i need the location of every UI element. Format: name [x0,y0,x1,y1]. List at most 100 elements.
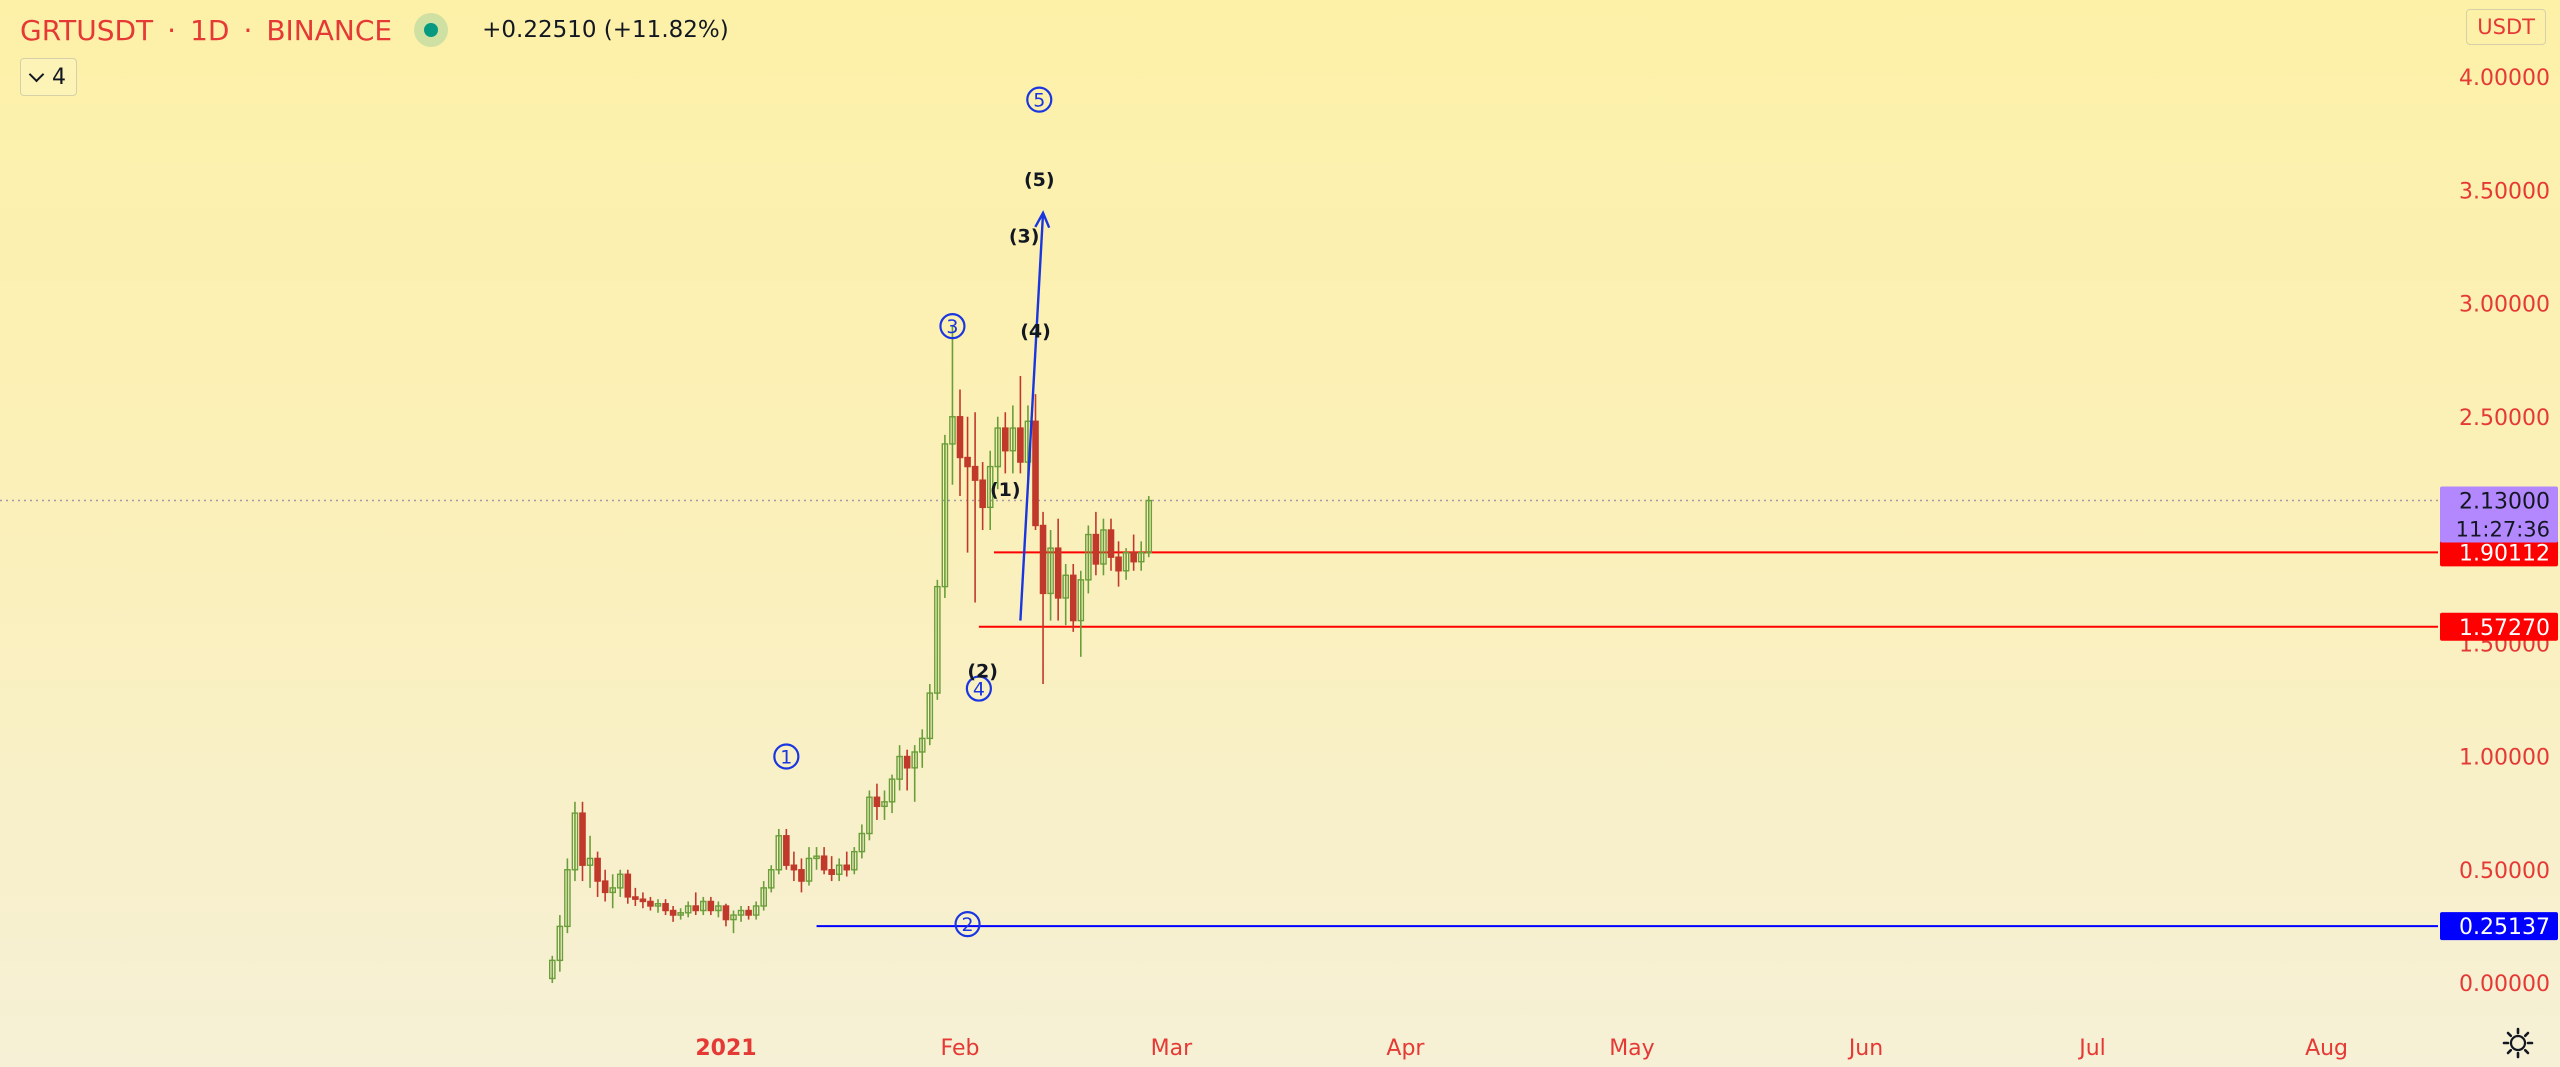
wave-circle [939,313,966,340]
horizontal-levels[interactable] [0,499,2440,928]
wave-circle [773,743,800,770]
candle-body [828,869,835,875]
currency-button[interactable]: USDT [2466,9,2546,45]
indicator-toggle-button[interactable]: 4 [20,58,77,96]
interval-label[interactable]: 1D [190,13,230,47]
candle-body [1047,547,1054,595]
candle [1062,563,1069,626]
level-price-tag [2440,538,2558,567]
candle [549,955,556,983]
wave-label[interactable]: (4) [1020,321,1051,343]
candle-body [971,465,979,481]
wave-label-circled[interactable]: 2 [954,911,981,938]
level-price-tag [2440,612,2558,641]
wave-number: 1 [780,747,792,769]
candle-body [918,737,926,753]
candle-body [949,416,956,445]
candle [1039,511,1047,685]
candle-body [760,887,767,907]
candle-body [964,456,971,468]
exchange-label[interactable]: BINANCE [266,13,393,47]
settings-icon[interactable] [2502,1027,2534,1059]
candle [1009,405,1017,474]
candle [662,899,669,916]
candle-body [730,914,737,921]
candle [775,828,783,875]
candle-body [843,864,851,871]
candle [677,908,684,920]
candle-body [1130,551,1137,563]
candle [594,851,601,897]
candle [707,896,715,916]
wave-label[interactable]: (3) [1009,226,1040,248]
candle-body [986,465,994,509]
candle [1077,570,1085,657]
wave-label[interactable]: (1) [990,479,1021,501]
candle-body [1100,529,1107,565]
candle-body [994,427,1002,468]
status-dot-icon [414,13,449,47]
candle-body [1054,547,1062,599]
candle-body [549,959,556,980]
candle-body [1017,427,1024,463]
candle [654,899,662,913]
wave-label-circled[interactable]: 1 [773,743,800,770]
candle [1122,548,1130,580]
candle-body [654,903,662,907]
candle [1032,394,1039,530]
candle-body [1069,574,1077,622]
candle [805,847,813,886]
candle-body [737,909,745,916]
countdown-text: 11:27:36 [2456,518,2550,542]
candle-body [662,903,669,912]
candle [851,847,858,875]
wave-label-circled[interactable]: 3 [939,313,966,340]
candle-body [1122,551,1130,572]
wave-label[interactable]: (2) [967,660,998,682]
candle-body [873,796,881,808]
last-price-text: 2.13000 [2459,490,2550,515]
y-tick-label: 0.50000 [2459,859,2550,884]
candle [632,887,639,906]
candle [971,412,979,603]
drawings[interactable]: 1 2 3 4 5 (1) (2) (3) (4) (5) [773,86,1055,938]
candle [949,326,956,485]
candle-body [888,778,896,803]
indicator-count: 4 [52,64,66,90]
candle [1137,541,1145,571]
candle-body [752,905,760,916]
wave-label-circled[interactable]: 5 [1026,86,1053,113]
candle [896,745,903,791]
candle [1107,518,1115,571]
y-tick-label: 2.50000 [2459,406,2550,431]
candle [835,858,843,882]
candle-body [858,832,866,853]
wave-circle [954,911,981,938]
wave-number: 2 [962,914,974,936]
symbol-name[interactable]: GRTUSDT [20,13,154,47]
candle [730,910,737,934]
candle-body [979,479,986,509]
candle-body [564,869,571,928]
candle [556,915,564,972]
projection-arrow-head [1034,210,1051,229]
candle-body [1077,579,1085,622]
wave-number: 4 [973,679,985,701]
y-tick-label: 3.50000 [2459,179,2550,204]
candle [888,774,896,814]
candle-body [556,925,564,962]
last-price-tag [2440,486,2558,543]
candle [586,835,594,888]
candle [1130,534,1137,571]
projection-arrow-line[interactable] [1019,212,1045,621]
candle [700,896,707,916]
wave-label-circled[interactable]: 4 [965,675,992,702]
candle-body [1009,427,1017,452]
candle [715,901,722,918]
candle-body [896,755,903,780]
wave-label[interactable]: (5) [1024,169,1055,191]
candle-body [669,909,677,916]
candle-body [745,909,752,916]
candle-body [956,416,964,459]
